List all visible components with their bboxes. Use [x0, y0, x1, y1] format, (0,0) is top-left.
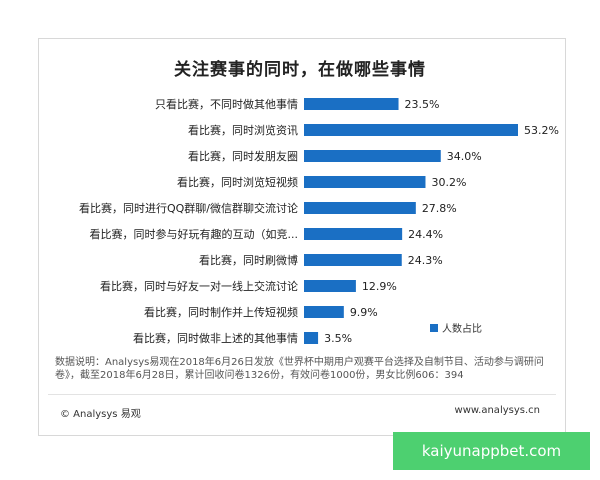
- value-label: 23.5%: [405, 98, 440, 111]
- bar: [304, 124, 518, 136]
- category-label: 看比赛，同时与好友一对一线上交流讨论: [100, 279, 298, 293]
- website-link: www.analysys.cn: [454, 405, 540, 416]
- legend-label: 人数占比: [442, 322, 482, 335]
- bar: [304, 280, 356, 292]
- bar: [304, 202, 416, 214]
- footer-divider: [48, 394, 556, 395]
- chart-card: [38, 38, 566, 436]
- category-label: 看比赛，同时浏览资讯: [188, 123, 298, 137]
- value-label: 12.9%: [362, 280, 397, 293]
- category-label: 看比赛，同时刷微博: [199, 253, 298, 267]
- bar: [304, 306, 344, 318]
- value-label: 9.9%: [350, 306, 378, 319]
- chart-title: 关注赛事的同时，在做哪些事情: [174, 60, 426, 80]
- data-note: 数据说明：Analysys易观在2018年6月26日发放《世界杯中期用户观赛平台…: [55, 356, 545, 382]
- bar: [304, 150, 441, 162]
- data-note-line-1: 数据说明：Analysys易观在2018年6月26日发放《世界杯中期用户观赛平台…: [55, 357, 544, 368]
- category-label: 看比赛，同时进行QQ群聊/微信群聊交流讨论: [79, 201, 298, 215]
- category-label: 看比赛，同时做非上述的其他事情: [133, 331, 298, 345]
- bar: [304, 228, 403, 240]
- category-label: 看比赛，同时制作并上传短视频: [144, 305, 298, 319]
- bar: [304, 332, 319, 344]
- category-label: 只看比赛，不同时做其他事情: [155, 97, 298, 111]
- category-label: 看比赛，同时浏览短视频: [177, 175, 298, 189]
- value-label: 3.5%: [324, 332, 352, 345]
- value-label: 53.2%: [524, 124, 559, 137]
- category-label: 看比赛，同时发朋友圈: [188, 149, 298, 163]
- data-note-line-2: 卷》，截至2018年6月28日，累计回收问卷1326份，有效问卷1000份，男女…: [55, 370, 464, 381]
- value-label: 24.3%: [408, 254, 443, 267]
- value-label: 30.2%: [431, 176, 466, 189]
- value-label: 34.0%: [447, 150, 482, 163]
- category-label: 看比赛，同时参与好玩有趣的互动（如竞...: [90, 227, 299, 241]
- legend-swatch: [430, 324, 438, 332]
- copyright-text: © Analysys 易观: [60, 409, 141, 420]
- bar: [304, 254, 402, 266]
- value-label: 24.4%: [408, 228, 443, 241]
- value-label: 27.8%: [422, 202, 457, 215]
- bar: [304, 176, 426, 188]
- bar: [304, 98, 399, 110]
- promo-banner[interactable]: kaiyunappbet.com: [393, 432, 590, 470]
